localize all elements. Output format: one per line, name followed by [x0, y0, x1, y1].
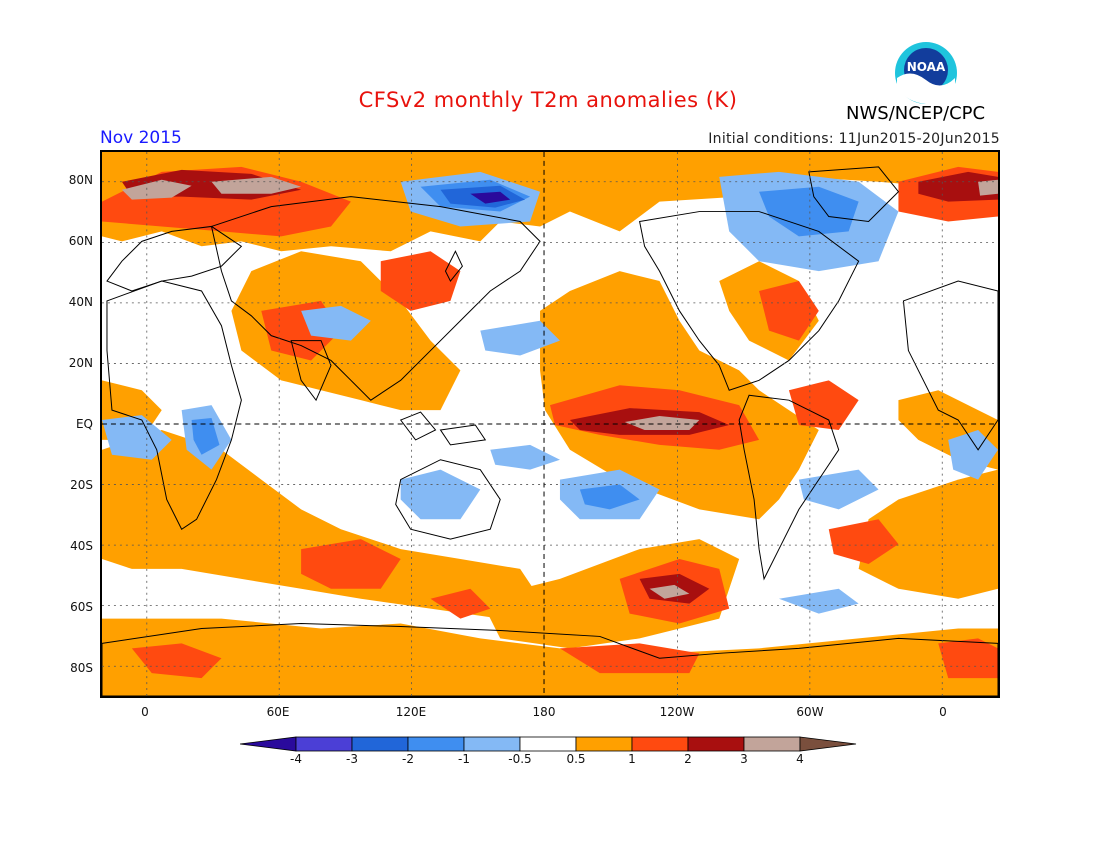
- anomaly-band-warm-4: [121, 176, 998, 599]
- colorbar: [240, 736, 857, 752]
- coastlines: [102, 166, 998, 696]
- initial-conditions: Initial conditions: 11Jun2015-20Jun2015: [708, 131, 1000, 147]
- colorbar-label: 3: [740, 752, 748, 766]
- anomaly-map: [100, 150, 1000, 698]
- lat-label-60s: 60S: [70, 600, 93, 614]
- colorbar-label: 2: [684, 752, 692, 766]
- lon-label-120w: 120W: [659, 705, 695, 719]
- colorbar-label: 1: [628, 752, 636, 766]
- lat-label-80n: 80N: [68, 173, 93, 187]
- lon-label-60w: 60W: [796, 705, 824, 719]
- lat-label-40n: 40N: [68, 295, 93, 309]
- colorbar-label: 0.5: [566, 752, 586, 766]
- forecast-month: Nov 2015: [100, 128, 182, 148]
- equator-dateline: [102, 152, 998, 696]
- colorbar-label: -2: [402, 752, 414, 766]
- colorbar-label: -4: [290, 752, 302, 766]
- colorbar-cell: [519, 736, 577, 752]
- colorbar-cell: [407, 736, 465, 752]
- lon-label-0: 0: [141, 705, 149, 719]
- lat-label-eq: EQ: [75, 417, 93, 431]
- colorbar-label: -0.5: [508, 752, 532, 766]
- lat-label-60n: 60N: [68, 234, 93, 248]
- colorbar-cell: [295, 736, 353, 752]
- anomaly-band-cool-4: [470, 191, 511, 204]
- noaa-logo: NOAA: [895, 42, 957, 105]
- graticule: [102, 152, 998, 696]
- colorbar-label: -3: [346, 752, 358, 766]
- colorbar-label: -1: [458, 752, 470, 766]
- colorbar-cell: [575, 736, 633, 752]
- lon-label-0-right: 0: [939, 705, 947, 719]
- lat-label-40s: 40S: [70, 539, 93, 553]
- colorbar-cell-max: [799, 736, 857, 752]
- lat-label-20n: 20N: [68, 356, 93, 370]
- lon-label-60e: 60E: [266, 705, 290, 719]
- lon-label-120e: 120E: [395, 705, 427, 719]
- colorbar-cell: [743, 736, 801, 752]
- colorbar-label: 4: [796, 752, 804, 766]
- noaa-logo-text: NOAA: [907, 60, 946, 74]
- agency-label: NWS/NCEP/CPC: [846, 103, 986, 124]
- colorbar-cell: [351, 736, 409, 752]
- map-title-text: CFSv2 monthly T2m anomalies (K): [358, 88, 738, 112]
- colorbar-cell: [463, 736, 521, 752]
- map-title: CFSv2 monthly T2m anomalies (K): [0, 88, 1100, 112]
- lat-label-80s: 80S: [70, 661, 93, 675]
- colorbar-cell: [687, 736, 745, 752]
- anomaly-map-canvas: [102, 152, 998, 696]
- lon-label-180: 180: [532, 705, 556, 719]
- colorbar-cell-min: [240, 736, 297, 752]
- lat-label-20s: 20S: [70, 478, 93, 492]
- colorbar-cells: [240, 736, 857, 752]
- colorbar-cell: [631, 736, 689, 752]
